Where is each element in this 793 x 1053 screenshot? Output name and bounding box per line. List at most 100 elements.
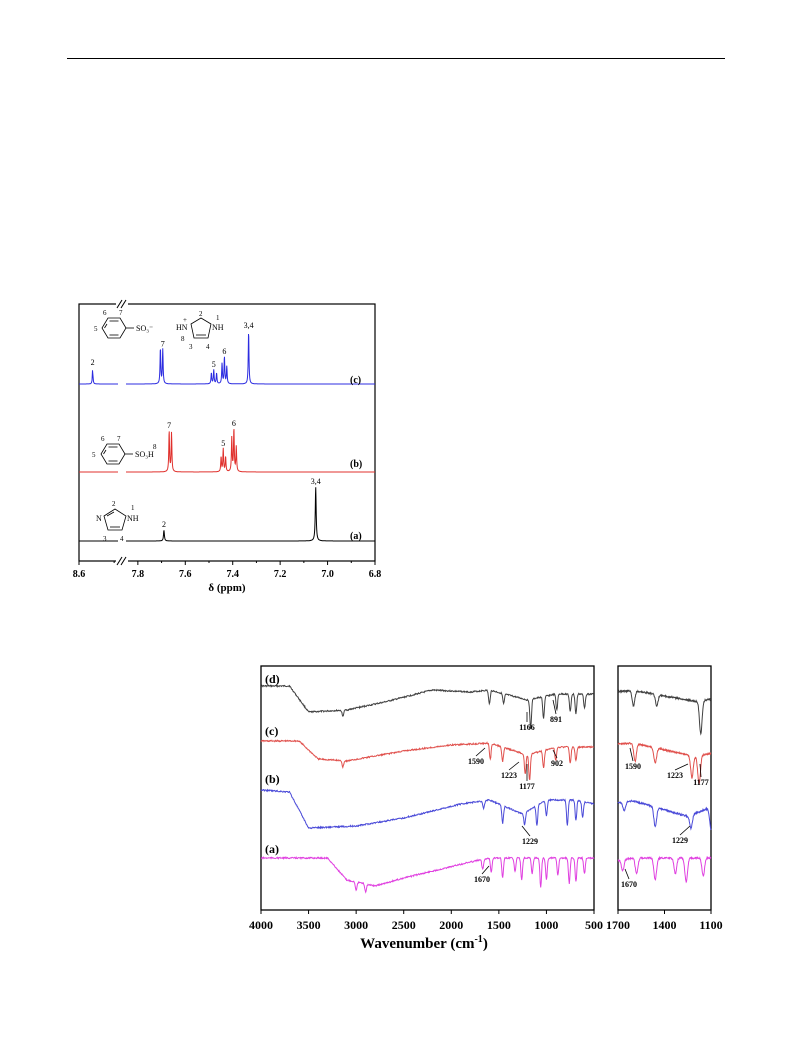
nmr-x-axis-label: δ (ppm) (208, 582, 246, 594)
nmr-x-tick-label: 8.6 (73, 569, 86, 580)
nmr-peak-label: 6 (222, 347, 226, 356)
ftir-annotation-label: 1223 (501, 771, 517, 780)
struct-a-num-1: 1 (131, 504, 135, 512)
ftir-x-tick-label: 3000 (344, 918, 368, 932)
struct-c-num-1: 1 (216, 314, 220, 322)
struct-c-num-5: 5 (94, 325, 98, 333)
struct-b-num-6: 6 (101, 435, 105, 443)
ftir-x-tick-label: 3500 (297, 918, 321, 932)
ftir-series-d-main (260, 684, 595, 729)
struct-c-group: SO₃⁻ (136, 324, 153, 333)
nmr-plot-frame (78, 303, 376, 562)
nmr-peak-label: 3,4 (311, 477, 321, 486)
struct-c-num-2: 2 (199, 310, 203, 318)
nmr-series-label-b: (b) (350, 459, 362, 470)
nmr-series-b-segment-2 (126, 429, 375, 473)
ftir-series-a-zoom (617, 855, 712, 884)
structure-b (100, 443, 133, 465)
ftir-zoom-annotation-arrow (629, 747, 634, 762)
ftir-zoom-x-tick-label: 1700 (606, 918, 630, 932)
nmr-peak-label: 2 (162, 520, 166, 529)
ftir-series-label-c: (c) (265, 724, 278, 738)
struct-a-num-4: 4 (120, 535, 124, 543)
ftir-zoom-annotation-arrow (699, 763, 702, 778)
ftir-main-frame (260, 665, 595, 911)
struct-b-group: SO₃H (135, 450, 154, 459)
struct-a-num-3: 3 (103, 535, 107, 543)
ftir-series-label-a: (a) (265, 842, 279, 856)
ftir-zoom-x-tick-label: 1400 (653, 918, 677, 932)
ftir-annotation-arrow (481, 865, 490, 875)
ftir-x-tick-label: 2500 (392, 918, 416, 932)
ftir-annotation-arrow (508, 761, 520, 771)
ftir-x-axis: 4000 3500 3000 2500 2000 1500 1000 500 1700 1400 1… (249, 910, 723, 932)
ftir-zoom-annotation-label: 1177 (693, 778, 709, 787)
ftir-x-tick-label: 2000 (439, 918, 463, 932)
ftir-series-label-b: (b) (265, 772, 280, 786)
nmr-x-tick-label: 7.8 (132, 569, 145, 580)
ftir-zoom-annotation-arrow (674, 763, 689, 771)
ftir-x-tick-label: 1000 (534, 918, 558, 932)
struct-b-num-8: 8 (153, 443, 157, 451)
structure-a (103, 508, 127, 531)
nmr-x-tick-label: 7.2 (274, 569, 287, 580)
nmr-x-tick-label: 7.6 (179, 569, 192, 580)
nmr-x-axis: 8.6 7.8 7.6 7.4 7.2 7.0 6.8 (73, 561, 382, 580)
ftir-annotation-label: 1670 (474, 875, 490, 884)
axis-break-mark (116, 298, 128, 567)
ftir-annotation-label: 1590 (468, 757, 484, 766)
struct-c-num-3: 3 (189, 343, 193, 351)
ftir-zoom-annotation-label: 1229 (672, 836, 688, 845)
nmr-peak-label: 6 (232, 419, 236, 428)
struct-c-atom-hn: HN (176, 323, 188, 332)
ftir-zoom-x-tick-label: 1100 (699, 918, 722, 932)
structure-c (101, 317, 212, 339)
nmr-x-tick-label: 7.0 (321, 569, 334, 580)
ftir-annotation-label: 902 (551, 759, 563, 768)
nmr-x-tick-label: 7.4 (226, 569, 239, 580)
nmr-spectra (79, 333, 375, 542)
imidazole-ring-a (103, 508, 127, 531)
nmr-peak-label: 5 (221, 439, 225, 448)
ftir-annotation-arrow (521, 825, 531, 837)
struct-a-num-2: 2 (112, 500, 116, 508)
nmr-series-label-c: (c) (350, 375, 361, 386)
ftir-annotation-label: 1166 (519, 723, 535, 732)
ftir-x-tick-label: 500 (585, 918, 603, 932)
nmr-series-c-segment-1 (79, 370, 118, 385)
struct-b-num-7: 7 (117, 435, 121, 443)
struct-a-atom-n: N (96, 514, 102, 523)
struct-c-num-4: 4 (206, 343, 210, 351)
struct-c-num-8: 8 (181, 335, 185, 343)
ftir-zoom-annotation-label: 1590 (625, 762, 641, 771)
struct-c-num-7: 7 (119, 309, 123, 317)
ftir-series-b-zoom (617, 799, 712, 831)
ftir-series-b-main (260, 788, 595, 830)
ftir-annotation-label: 1229 (522, 837, 538, 846)
ftir-series-d-zoom (617, 689, 712, 736)
ftir-series-c-zoom (617, 741, 712, 785)
nmr-peak-label: 3,4 (244, 321, 254, 330)
ftir-zoom-annotation-label: 1670 (621, 880, 637, 889)
nmr-series-c-segment-2 (126, 333, 375, 385)
nmr-peak-label: 5 (212, 360, 216, 369)
nmr-x-tick-label: 6.8 (369, 569, 382, 580)
ftir-series-c-main (260, 739, 595, 781)
struct-c-atom-nh: NH (212, 323, 224, 332)
struct-a-atom-nh: NH (127, 514, 139, 523)
benzene-ring-b (100, 443, 126, 465)
ftir-zoom-annotation-label: 1223 (667, 771, 683, 780)
ftir-series-a-main (260, 855, 595, 894)
ftir-annotation-arrow (552, 699, 557, 715)
ftir-annotation-label: 1177 (519, 782, 535, 791)
struct-b-num-5: 5 (92, 451, 96, 459)
ftir-zoom-annotation-arrow (679, 825, 691, 836)
struct-c-charge: + (183, 316, 187, 324)
nmr-series-a-segment-2 (126, 487, 375, 542)
ftir-series-label-d: (d) (265, 672, 280, 686)
nmr-peak-label: 7 (161, 339, 165, 348)
